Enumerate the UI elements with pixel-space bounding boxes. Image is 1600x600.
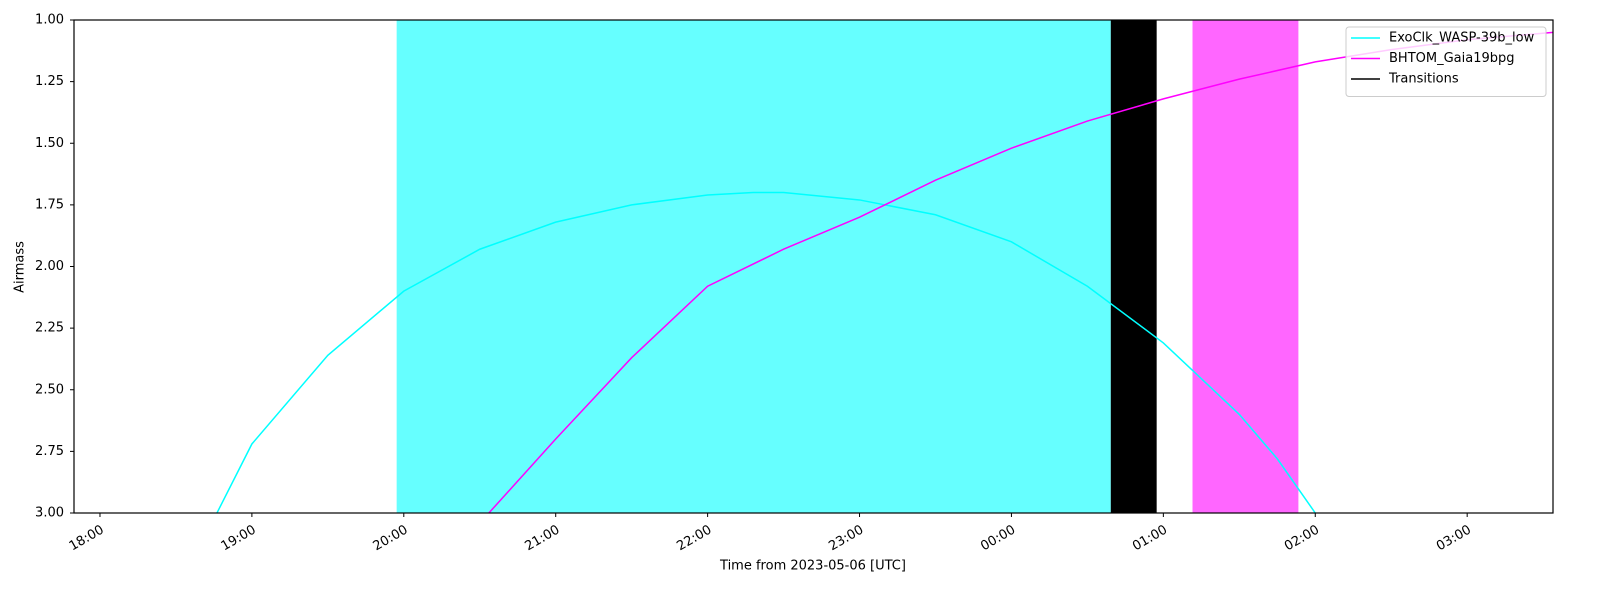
y-tick-label: 1.00 <box>35 13 64 28</box>
x-tick-label: 18:00 <box>67 523 107 555</box>
airmass-line <box>216 191 1316 513</box>
legend-label: ExoClk_WASP-39b_low <box>1389 31 1535 46</box>
y-tick-label: 2.50 <box>35 382 64 397</box>
y-tick-label: 2.00 <box>35 259 64 274</box>
axes: 1.00 1.25 1.50 1.75 2.00 2.25 2.50 2.75 3.0018:0… <box>35 13 1554 555</box>
x-tick-label: 20:00 <box>371 523 411 555</box>
observation-window <box>1192 20 1299 513</box>
x-axis-label: Time from 2023-05-06 [UTC] <box>719 559 906 574</box>
y-tick-label: 2.25 <box>35 321 64 336</box>
x-tick-label: 19:00 <box>219 523 259 555</box>
y-tick-label: 2.75 <box>35 444 64 459</box>
y-tick-label: 1.75 <box>35 197 64 212</box>
spans <box>396 20 1299 513</box>
y-axis-label: Airmass <box>13 241 28 293</box>
legend-label: Transitions <box>1388 72 1459 87</box>
x-tick-label: 21:00 <box>523 523 563 555</box>
y-tick-label: 1.25 <box>35 74 64 89</box>
y-tick-label: 1.50 <box>35 136 64 151</box>
legend: ExoClk_WASP-39b_low BHTOM_Gaia19bpg Transi… <box>1345 26 1547 97</box>
transition-span <box>1110 20 1157 513</box>
x-tick-label: 23:00 <box>826 523 866 555</box>
x-tick-label: 00:00 <box>978 523 1018 555</box>
x-tick-label: 03:00 <box>1434 523 1474 555</box>
x-tick-label: 01:00 <box>1130 523 1170 555</box>
x-tick-label: 02:00 <box>1282 523 1322 555</box>
y-tick-label: 3.00 <box>35 506 64 521</box>
observation-window <box>396 20 1111 513</box>
legend-label: BHTOM_Gaia19bpg <box>1389 51 1515 66</box>
x-tick-label: 22:00 <box>674 523 714 555</box>
legend-box <box>1345 26 1547 97</box>
